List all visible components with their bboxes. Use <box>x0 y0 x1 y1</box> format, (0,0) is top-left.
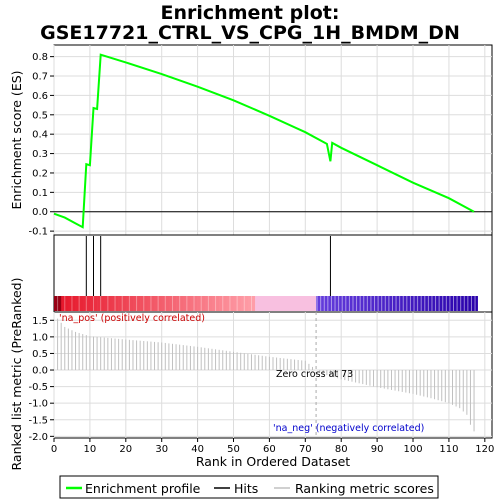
color-bar-cell <box>151 296 155 311</box>
metric-y-tick-label: 0.5 <box>32 349 48 360</box>
color-bar-cell <box>158 296 162 311</box>
color-bar-cell <box>108 296 112 311</box>
es-y-tick-label: 0.1 <box>32 188 48 199</box>
color-bar-cell <box>194 296 198 311</box>
color-bar-cell <box>86 296 90 311</box>
metric-y-axis-label: Ranked list metric (PreRanked) <box>9 278 24 471</box>
metric-x-tick-label: 120 <box>475 444 494 455</box>
color-bar-cell <box>122 296 126 311</box>
color-bar-cell <box>223 296 227 311</box>
zero-cross-label: Zero cross at 73 <box>276 369 353 380</box>
color-bar-cell <box>137 296 141 311</box>
color-bar-cell <box>58 296 62 311</box>
color-bar-cell <box>244 296 248 311</box>
legend: Enrichment profile Hits Ranking metric s… <box>60 476 438 498</box>
positive-correlation-label: 'na_pos' (positively correlated) <box>59 313 205 324</box>
color-bar-cell <box>72 296 76 311</box>
metric-x-tick-label: 0 <box>51 444 57 455</box>
metric-panel-frame <box>54 312 492 438</box>
metric-x-tick-label: 100 <box>403 444 422 455</box>
metric-y-ticks: -2.0 -1.5 -1.0 -0.5 0.0 0.5 1.0 1.5 <box>28 316 54 443</box>
color-bar-neutral <box>255 296 316 311</box>
color-bar-cell <box>172 296 176 311</box>
metric-x-tick-label: 20 <box>119 444 132 455</box>
metric-y-tick-label: -1.0 <box>28 399 48 410</box>
es-y-tick-label: 0.5 <box>32 110 48 121</box>
color-bar-cell <box>115 296 119 311</box>
metric-x-tick-label: 10 <box>84 444 97 455</box>
metric-y-tick-label: -1.5 <box>28 415 48 426</box>
color-bar-cell <box>79 296 83 311</box>
es-y-axis-label: Enrichment score (ES) <box>9 70 24 209</box>
color-bar-cell <box>230 296 234 311</box>
metric-y-tick-label: 1.5 <box>32 316 48 327</box>
metric-y-tick-label: 1.0 <box>32 332 48 343</box>
color-bar-cell <box>187 296 191 311</box>
es-y-tick-label: -0.1 <box>28 227 48 238</box>
metric-x-axis-label: Rank in Ordered Dataset <box>196 454 350 469</box>
color-bar-cell <box>216 296 220 311</box>
plot-title-line1: Enrichment plot: <box>161 2 340 24</box>
color-bar-cell <box>129 296 133 311</box>
color-bar-cell <box>93 296 97 311</box>
color-bar-cell <box>201 296 205 311</box>
color-bar-cell <box>251 296 255 311</box>
es-y-tick-label: 0.7 <box>32 72 48 83</box>
legend-enrichment-label: Enrichment profile <box>85 481 201 496</box>
color-bar-cell <box>237 296 241 311</box>
legend-hits-label: Hits <box>234 481 258 496</box>
hits-panel <box>54 235 492 312</box>
color-bar-cell <box>144 296 148 311</box>
metric-x-tick-label: 90 <box>371 444 384 455</box>
color-bar-cell <box>101 296 105 311</box>
metric-x-tick-label: 110 <box>439 444 458 455</box>
ranking-color-bar <box>54 296 478 311</box>
metric-y-tick-label: -2.0 <box>28 432 48 443</box>
es-panel-frame <box>54 45 492 235</box>
color-bar-cell <box>65 296 69 311</box>
es-y-tick-label: 0.6 <box>32 91 48 102</box>
color-bar-cell <box>180 296 184 311</box>
negative-correlation-label: 'na_neg' (negatively correlated) <box>273 423 424 434</box>
legend-ranking-label: Ranking metric scores <box>295 481 434 496</box>
es-panel: -0.1 0.0 0.1 0.2 0.3 0.4 0.5 0.6 0.7 0.8 Enrichme… <box>9 45 492 238</box>
es-y-ticks: -0.1 0.0 0.1 0.2 0.3 0.4 0.5 0.6 0.7 0.8 <box>28 52 54 237</box>
color-bar-cell <box>165 296 169 311</box>
es-y-tick-label: 0.8 <box>32 52 48 63</box>
plot-title-line2: GSE17721_CTRL_VS_CPG_1H_BMDM_DN <box>40 22 460 44</box>
es-y-tick-label: 0.2 <box>32 168 48 179</box>
es-y-tick-label: 0.4 <box>32 130 48 141</box>
metric-x-ticks: 0 10 20 30 40 50 60 70 80 90 100 110 120 <box>51 438 495 455</box>
es-y-tick-label: 0.0 <box>32 207 48 218</box>
es-y-tick-label: 0.3 <box>32 149 48 160</box>
metric-y-tick-label: -0.5 <box>28 382 48 393</box>
metric-x-tick-label: 30 <box>155 444 168 455</box>
color-bar-cell <box>208 296 212 311</box>
metric-y-tick-label: 0.0 <box>32 366 48 377</box>
